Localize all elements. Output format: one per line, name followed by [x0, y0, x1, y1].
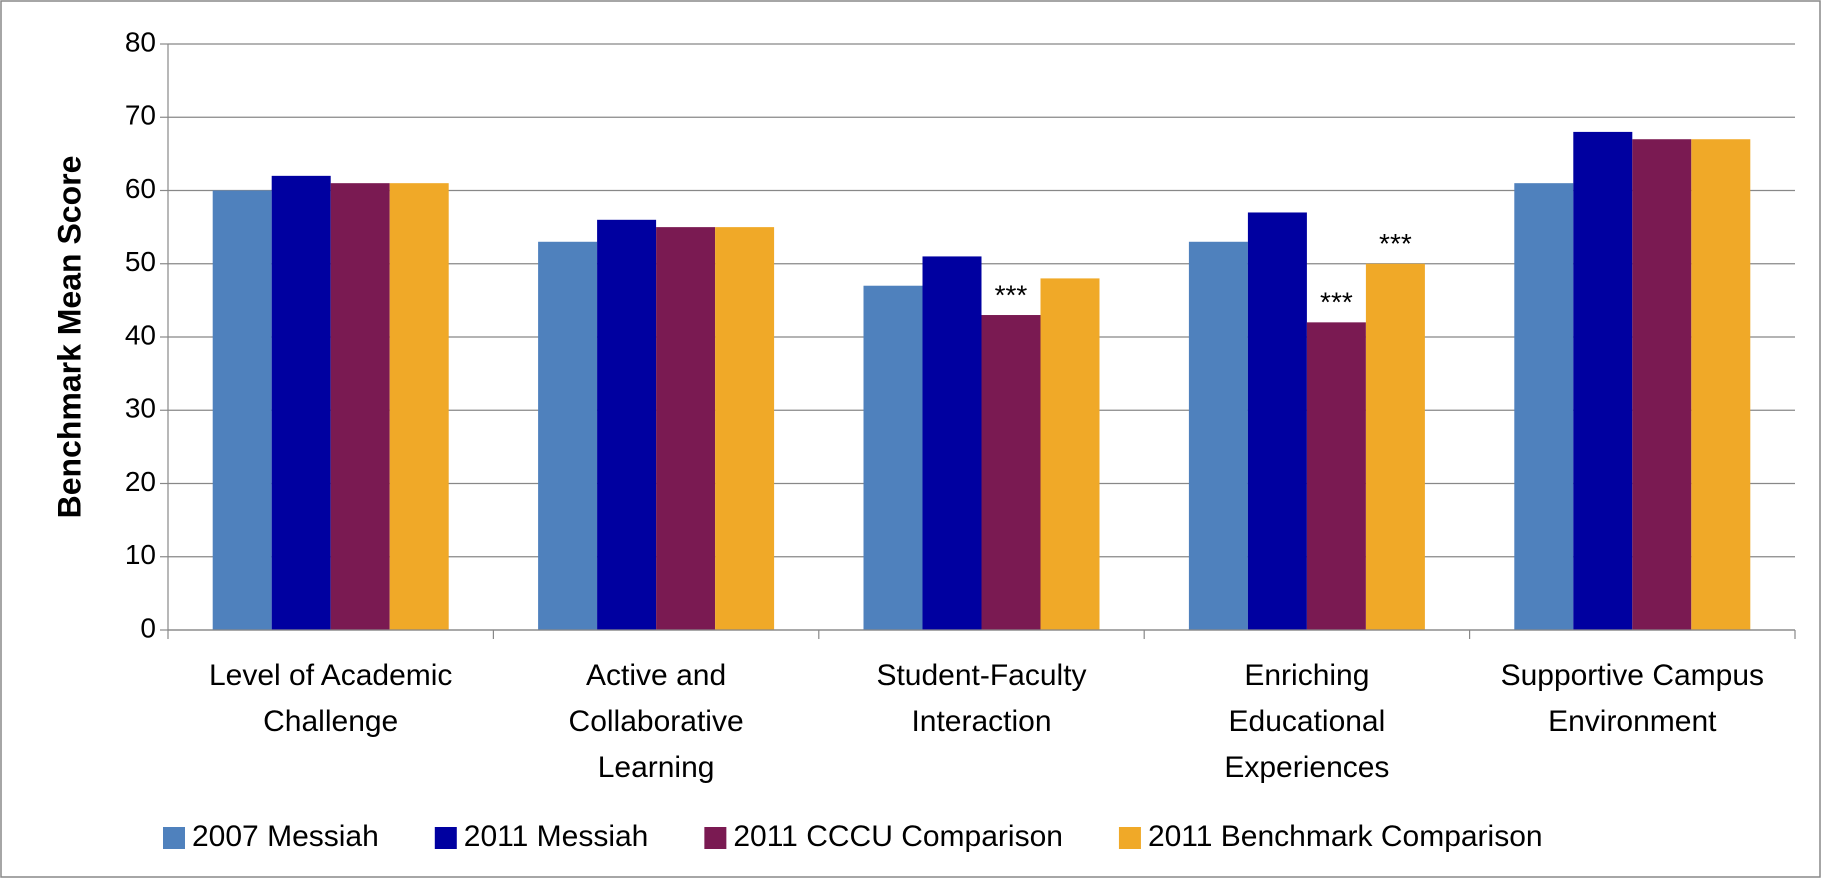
bar	[863, 285, 923, 630]
x-tick-label: Supportive Campus Environment	[1501, 659, 1764, 738]
bar	[1247, 212, 1307, 630]
x-tick-label: Enriching Educational Experiences	[1224, 659, 1389, 784]
bar	[271, 175, 331, 630]
legend-label: 2007 Messiah	[192, 820, 379, 853]
bar	[656, 227, 716, 630]
bar	[1691, 139, 1751, 630]
y-tick-label: 10	[125, 539, 156, 570]
y-tick-label: 30	[125, 393, 156, 424]
bar	[715, 227, 775, 630]
y-tick-label: 80	[125, 26, 156, 57]
legend-swatch	[1118, 827, 1141, 849]
legend-swatch	[704, 827, 727, 849]
x-tick-label: Active and Collaborative Learning	[569, 659, 744, 784]
legend-swatch	[163, 827, 185, 849]
x-tick-label: Student-Faculty Interaction	[876, 659, 1086, 738]
bar	[981, 315, 1041, 630]
bar	[1306, 322, 1366, 630]
legend-swatch	[434, 827, 457, 849]
bar	[1573, 131, 1633, 630]
bar	[330, 183, 390, 631]
y-tick-label: 40	[125, 319, 156, 350]
legend-label: 2011 Benchmark Comparison	[1148, 820, 1543, 853]
bar	[1514, 183, 1574, 631]
bar	[389, 183, 449, 631]
legend-label: 2011 Messiah	[464, 820, 649, 853]
annotation: ***	[1379, 228, 1412, 259]
x-tick-label: Level of Academic Challenge	[209, 659, 452, 738]
bar	[1365, 263, 1425, 630]
y-axis-title: Benchmark Mean Score	[51, 156, 87, 519]
legend-label: 2011 CCCU Comparison	[733, 820, 1063, 853]
annotation: ***	[995, 279, 1028, 310]
bar	[922, 256, 982, 630]
bar	[212, 190, 272, 630]
y-tick-label: 50	[125, 246, 156, 277]
y-tick-label: 60	[125, 173, 156, 204]
bar	[597, 219, 657, 631]
bar	[1040, 278, 1100, 630]
y-tick-label: 0	[140, 612, 156, 643]
bar	[1632, 139, 1692, 630]
annotation: ***	[1320, 287, 1353, 318]
bar	[538, 241, 598, 630]
y-tick-label: 20	[125, 466, 156, 497]
bar	[1188, 241, 1248, 630]
y-tick-label: 70	[125, 100, 156, 131]
